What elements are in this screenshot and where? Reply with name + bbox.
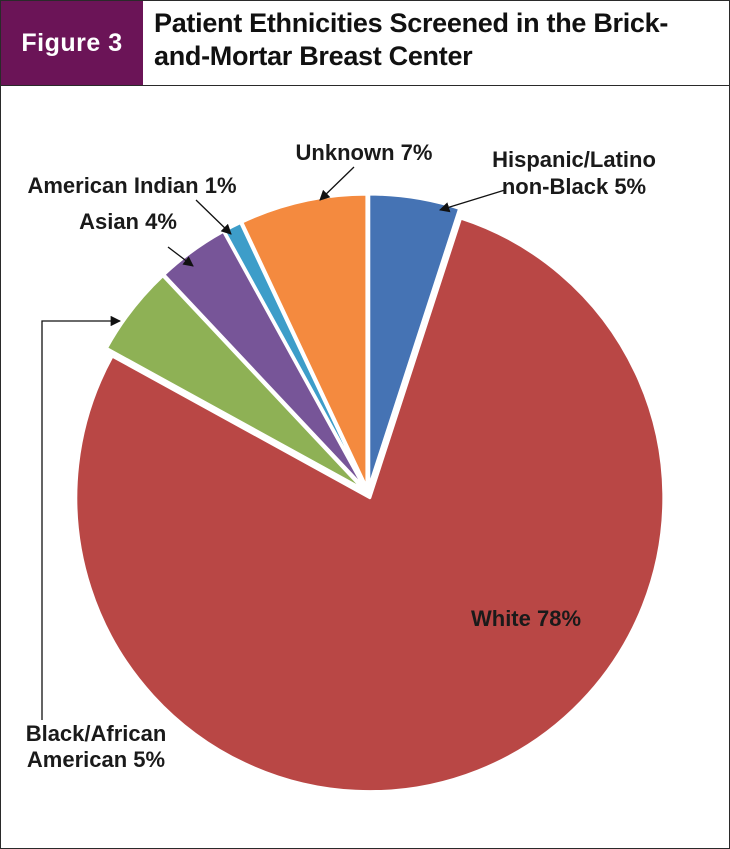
slice-label-white: White 78% — [471, 606, 581, 631]
pie-slice-hispanic-latino-non-black — [367, 192, 462, 490]
leader-lines — [41, 166, 506, 720]
slice-label-hispanic-latino-non-black-line-2: non-Black 5% — [502, 174, 646, 199]
figure-title-line-2: and-Mortar Breast Center — [154, 41, 473, 71]
leader-line-american-indian — [195, 199, 232, 235]
leader-line-asian — [167, 246, 194, 267]
slice-label-black-african-american-line-2: American 5% — [27, 747, 165, 772]
slice-label-hispanic-latino-non-black-line-1: Hispanic/Latino — [492, 147, 656, 172]
pie-slice-unknown — [240, 192, 369, 490]
pie-slice-white — [74, 216, 666, 794]
pie-slices — [74, 192, 666, 794]
slice-label-asian: Asian 4% — [79, 209, 177, 234]
figure-header: Figure 3 Patient Ethnicities Screened in… — [1, 1, 729, 86]
leader-line-black-african-american — [41, 315, 122, 720]
slice-label-american-indian: American Indian 1% — [27, 173, 236, 198]
figure-title-line-1: Patient Ethnicities Screened in the Bric… — [154, 8, 669, 38]
slice-label-unknown: Unknown 7% — [296, 140, 433, 165]
figure-number-badge: Figure 3 — [1, 1, 143, 85]
figure-title: Patient Ethnicities Screened in the Bric… — [154, 7, 719, 73]
leader-line-hispanic-latino-non-black — [439, 189, 506, 213]
slice-label-black-african-american-line-1: Black/African — [26, 721, 167, 746]
leader-line-unknown — [319, 166, 355, 201]
